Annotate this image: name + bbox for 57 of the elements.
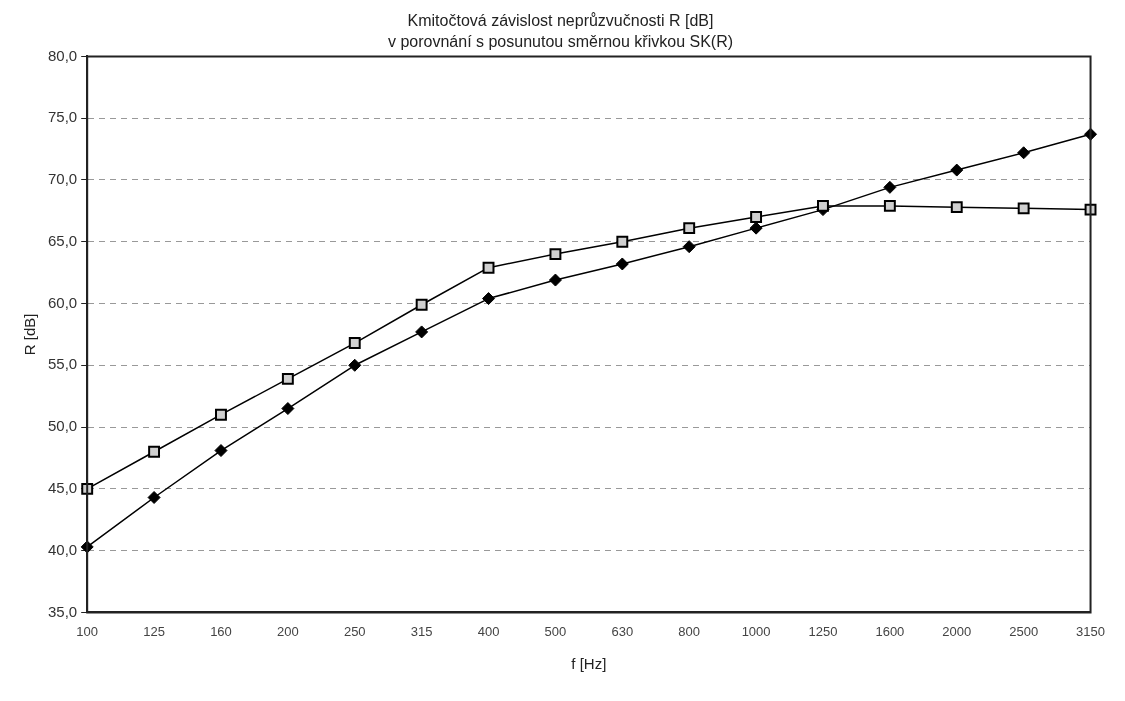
point [281,372,294,385]
x-tick-label: 2000 [942,623,972,639]
point [615,257,629,271]
y-axis-title: R [dB] [21,313,39,356]
point [348,337,361,349]
point [148,445,161,458]
x-tick-label: 500 [544,623,567,639]
x-tick-label: 1600 [875,623,905,639]
y-tick-label: 55,0 [47,355,78,373]
x-tick-label: 630 [611,623,634,639]
y-tick-label: 40,0 [47,540,78,558]
point [482,292,496,306]
y-tick-label: 50,0 [47,417,78,435]
x-tick-label: 160 [210,623,232,639]
point [215,408,227,421]
point [348,358,362,372]
x-tick-label: 315 [410,623,433,639]
y-tick-label: 45,0 [47,478,78,496]
point [548,273,562,287]
point [549,248,562,261]
x-tick-label: 250 [343,623,366,639]
x-tick-label: 200 [277,623,299,639]
point [749,221,763,235]
point [616,235,629,248]
point [1017,202,1030,215]
chart-subtitle: v porovnání s posunutou směrnou křivkou SK(R) [387,33,734,51]
y-tick-label: 80,0 [47,46,78,64]
point [482,261,495,274]
x-tick-label: 100 [76,623,99,639]
point [214,444,228,458]
x-tick-label: 3150 [1076,623,1105,639]
y-tick-label: 75,0 [47,108,78,126]
point [883,199,896,212]
x-tick-label: 800 [678,623,701,639]
y-tick-label: 60,0 [47,293,78,311]
point [682,240,696,254]
x-tick-label: 125 [143,623,165,639]
point [683,222,696,235]
y-tick-label: 70,0 [47,170,78,188]
point [1017,146,1031,160]
x-tick-label: 1000 [741,623,771,639]
point [147,490,161,504]
x-axis-title: f [Hz] [571,655,607,673]
point [817,199,829,212]
x-tick-label: 2500 [1009,623,1039,639]
point [750,211,763,223]
y-tick-label: 35,0 [47,602,78,620]
point [415,298,428,311]
point [950,163,964,177]
point [950,201,963,214]
x-tick-label: 1250 [808,623,838,639]
point [415,325,429,339]
x-tick-label: 400 [477,623,500,639]
y-tick-label: 65,0 [47,231,78,249]
chart-title: Kmitočtová závislost neprůzvučnosti R [dB] [407,12,714,30]
point [281,402,295,416]
point [883,180,897,194]
